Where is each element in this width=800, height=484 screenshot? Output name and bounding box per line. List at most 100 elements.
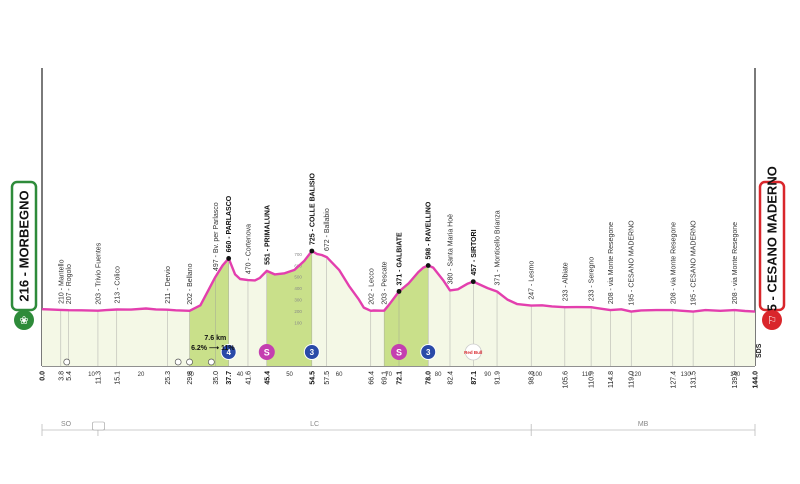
start-badge-icon: [14, 310, 34, 330]
axis-tick: 70: [385, 372, 392, 378]
distance-labels: 0.0 3.8 5.4 11.3 15.1 25.3 29.8 35.0 37.7 41.6 45.…: [40, 371, 760, 389]
km-label: 69.1: [382, 371, 389, 385]
waypoint-label: 195 - CESANO MADERNO: [629, 220, 636, 306]
start-badge: 216 - MORBEGNO ❀: [10, 180, 38, 330]
waypoint-label: 725 - COLLE BALISIO: [309, 172, 316, 245]
climb-area: [189, 258, 229, 366]
altitude-tick: 300: [294, 298, 302, 303]
kom-circle: [220, 344, 237, 360]
axis-tick: 60: [336, 372, 343, 378]
redbull-text: Red Bull: [464, 350, 482, 355]
region-name: SO: [61, 421, 72, 428]
tunnel-icon: [174, 358, 182, 366]
waypoint-label: 213 - Colico: [114, 266, 121, 303]
finish-badge-glyph: ⚐: [767, 315, 777, 327]
km-label: 37.7: [226, 371, 233, 385]
summit-dot: [226, 256, 232, 261]
waypoint-label: 208 - via Monte Resegone: [732, 222, 739, 304]
climb-distance: 7.6 km: [204, 335, 226, 342]
kom-category: 3: [310, 348, 315, 357]
summit-dot: [425, 263, 431, 268]
redbull-circle: [464, 343, 482, 361]
waypoint-label: 195 - CESANO MADERNO: [691, 220, 698, 306]
summit-dot: [396, 289, 402, 294]
elevation-path: [41, 249, 756, 313]
km-label: 105.6: [562, 371, 569, 389]
km-label: 87.1: [471, 371, 478, 385]
axis-tick: 10: [88, 372, 95, 378]
climb-area: [384, 265, 429, 366]
finish-badge-name: 195 - CESANO MADERNO: [765, 166, 780, 326]
km-label: 29.8: [187, 371, 194, 385]
sprint-label: S: [396, 348, 402, 358]
sprint-marker: S: [390, 344, 407, 360]
tunnel-icon: [186, 358, 193, 366]
axis-tick: 120: [631, 372, 642, 378]
kom-category: 3: [426, 348, 431, 357]
kom-marker: 4: [220, 344, 237, 360]
waypoint-label: 470 - Cortenova: [245, 224, 252, 274]
sprint-circle: [390, 344, 407, 360]
summit-dot: [470, 279, 476, 285]
region-name: MB: [638, 421, 649, 428]
km-label: 131.5: [691, 371, 698, 389]
waypoint-label: 497 - Bv. per Parlasco: [213, 202, 220, 271]
waypoint-label: 211 - Dervio: [165, 266, 172, 304]
axis-tick: 100: [532, 372, 543, 378]
waypoint-label: 202 - Bellano: [187, 263, 194, 304]
waypoint-label: 247 - Lesmo: [529, 261, 536, 300]
sprint-label: S: [264, 348, 270, 358]
kom-circle: [420, 344, 437, 360]
km-label: 0.0: [40, 371, 47, 381]
summit-dot: [309, 248, 315, 254]
km-label: 110.9: [589, 371, 596, 388]
waypoint-label: 203 - Trivio Fuentes: [95, 242, 102, 304]
km-label: 57.5: [324, 371, 331, 385]
waypoint-labels: 210 - Mantello 207 - Rogolo 203 - Trivio F…: [58, 172, 739, 305]
km-label: 144.0: [753, 371, 760, 389]
waypoint-label: 210 - Mantello: [58, 259, 65, 303]
waypoint-label: 202 - Lecco: [368, 268, 375, 305]
waypoint-label: 207 - Rogolo: [66, 264, 73, 304]
km-label: 3.8: [58, 371, 65, 381]
km-label: 66.4: [368, 371, 375, 385]
altitude-tick: 100: [294, 320, 302, 325]
axis-tick: 130: [681, 372, 692, 378]
axis-tick: 90: [484, 372, 491, 378]
km-label: 25.3: [165, 371, 172, 385]
waypoint-label: 551 - PRIMALUNA: [264, 205, 271, 265]
region-bar: SO LC MB: [41, 421, 756, 436]
finish-badge: 195 - CESANO MADERNO⚐: [758, 166, 786, 330]
km-label: 41.6: [245, 371, 252, 385]
waypoint-label: 208 - via Monte Resegone: [608, 222, 615, 304]
start-badge-name: 216 - MORBEGNO: [17, 190, 32, 301]
km-label: 15.1: [114, 371, 121, 385]
axis-tick: 20: [138, 372, 145, 378]
waypoint-label: 598 - RAVELLINO: [426, 201, 433, 259]
km-label: 72.1: [396, 371, 403, 385]
redbull-marker: Red Bull: [464, 343, 482, 361]
km-label: 54.5: [309, 371, 316, 385]
altitude-tick: 400: [294, 286, 302, 291]
waypoint-label: 203 - Pescate: [382, 261, 389, 304]
waypoint-label: 371 - Monticello Brianza: [495, 210, 502, 285]
waypoint-label: 208 - via Monte Resegone: [670, 222, 677, 304]
border-icon: [92, 421, 105, 431]
altitude-tick: 700: [294, 252, 302, 257]
waypoint-label: 380 - Santa Maria Hoè: [447, 214, 454, 285]
axis-tick: 30: [187, 372, 194, 378]
waypoint-label: 371 - GALBIATE: [396, 232, 403, 285]
sprint-marker: S: [258, 344, 275, 360]
waypoint-label: 233 - Albiate: [562, 262, 569, 301]
km-label: 45.4: [264, 371, 271, 385]
km-label: 98.8: [529, 371, 536, 385]
start-badge-glyph: ❀: [19, 315, 28, 327]
km-label: 91.9: [495, 371, 502, 385]
kom-marker: 3: [420, 344, 437, 360]
kom-marker: 3: [303, 344, 320, 360]
km-label: 82.4: [447, 371, 454, 385]
axis-tick: 140: [730, 372, 741, 378]
waypoint-label: 660 - PARLASCO: [226, 195, 233, 252]
